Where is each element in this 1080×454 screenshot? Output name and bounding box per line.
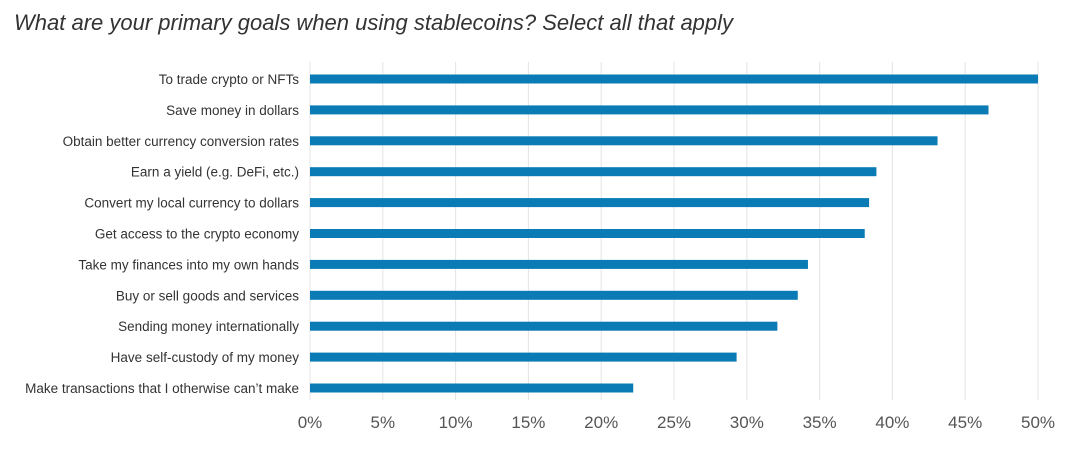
bar <box>310 290 798 300</box>
category-label: To trade crypto or NFTs <box>159 72 300 87</box>
category-label: Make transactions that I otherwise can’t… <box>25 381 299 396</box>
category-label: Have self-custody of my money <box>111 350 300 365</box>
category-label: Save money in dollars <box>166 103 299 118</box>
bar <box>310 136 938 146</box>
bar <box>310 383 634 393</box>
x-tick-label: 30% <box>730 413 764 432</box>
bar <box>310 105 989 115</box>
x-tick-label: 20% <box>584 413 618 432</box>
category-label: Get access to the crypto economy <box>95 227 299 242</box>
category-label: Earn a yield (e.g. DeFi, etc.) <box>131 165 299 180</box>
bars <box>310 74 1038 393</box>
x-tick-label: 45% <box>948 413 982 432</box>
x-tick-label: 15% <box>511 413 545 432</box>
bar <box>310 229 865 238</box>
bar <box>310 74 1038 84</box>
bar <box>310 198 870 208</box>
bar <box>310 167 877 177</box>
category-label: Convert my local currency to dollars <box>84 196 299 211</box>
bar <box>310 352 737 362</box>
category-labels: To trade crypto or NFTs Save money in dol… <box>25 72 299 396</box>
bar <box>310 321 778 331</box>
x-axis-tick-labels: 0% 5% 10% 15% 20% 25% 30% 35% 40% 45% 50% <box>298 413 1055 432</box>
x-tick-label: 10% <box>439 413 473 432</box>
x-tick-label: 25% <box>657 413 691 432</box>
category-label: Buy or sell goods and services <box>116 288 299 303</box>
bar <box>310 259 808 269</box>
x-tick-label: 40% <box>875 413 909 432</box>
x-tick-label: 50% <box>1021 413 1055 432</box>
x-tick-label: 0% <box>298 413 323 432</box>
category-label: Take my finances into my own hands <box>78 257 299 272</box>
chart-title: What are your primary goals when using s… <box>14 10 734 35</box>
category-label: Sending money internationally <box>118 319 299 334</box>
x-tick-label: 35% <box>803 413 837 432</box>
x-tick-label: 5% <box>371 413 396 432</box>
category-label: Obtain better currency conversion rates <box>63 134 300 149</box>
